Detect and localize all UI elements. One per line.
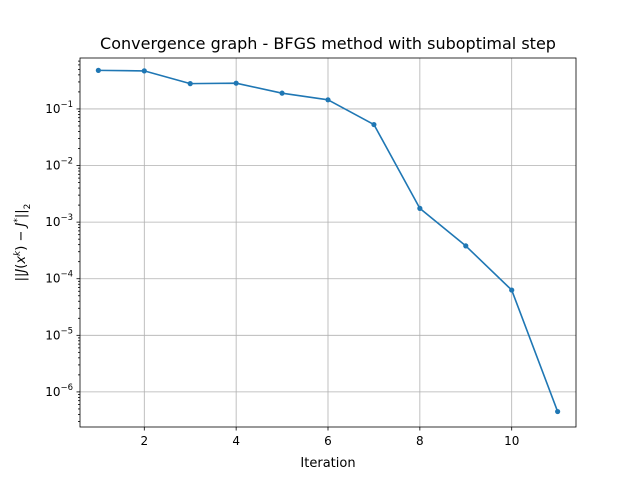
data-point [417, 205, 423, 211]
x-tick-label: 10 [504, 434, 519, 448]
grid [80, 58, 576, 427]
x-axis-label: Iteration [300, 456, 355, 471]
x-tick-label: 8 [416, 434, 424, 448]
ticks: 2 4 6 8 10 10−6 10−5 10−4 10−3 10−2 10−1 [45, 60, 519, 448]
data-point [463, 243, 469, 249]
x-tick-label: 6 [324, 434, 332, 448]
data-point [371, 121, 377, 128]
data-point [279, 90, 285, 96]
data-point [187, 81, 193, 87]
series [95, 67, 561, 415]
svg-text:||J(xk) − J*||2: ||J(xk) − J*||2 [13, 204, 33, 282]
data-point [233, 80, 239, 86]
y-tick-label: 10−6 [45, 383, 73, 399]
y-tick-label: 10−4 [45, 270, 73, 286]
data-point [95, 67, 101, 73]
y-axis-label: ||J(xk) − J*||2 [13, 204, 33, 282]
x-tick-label: 4 [232, 434, 240, 448]
y-tick-label: 10−3 [45, 213, 73, 229]
y-tick-label: 10−1 [45, 100, 73, 116]
data-point [141, 68, 147, 74]
data-point [509, 287, 515, 293]
y-tick-label: 10−5 [45, 326, 73, 342]
x-tick-label: 2 [140, 434, 148, 448]
data-point [555, 408, 561, 415]
chart-title: Convergence graph - BFGS method with sub… [100, 34, 556, 53]
y-tick-label: 10−2 [45, 157, 73, 173]
data-point [325, 97, 331, 103]
